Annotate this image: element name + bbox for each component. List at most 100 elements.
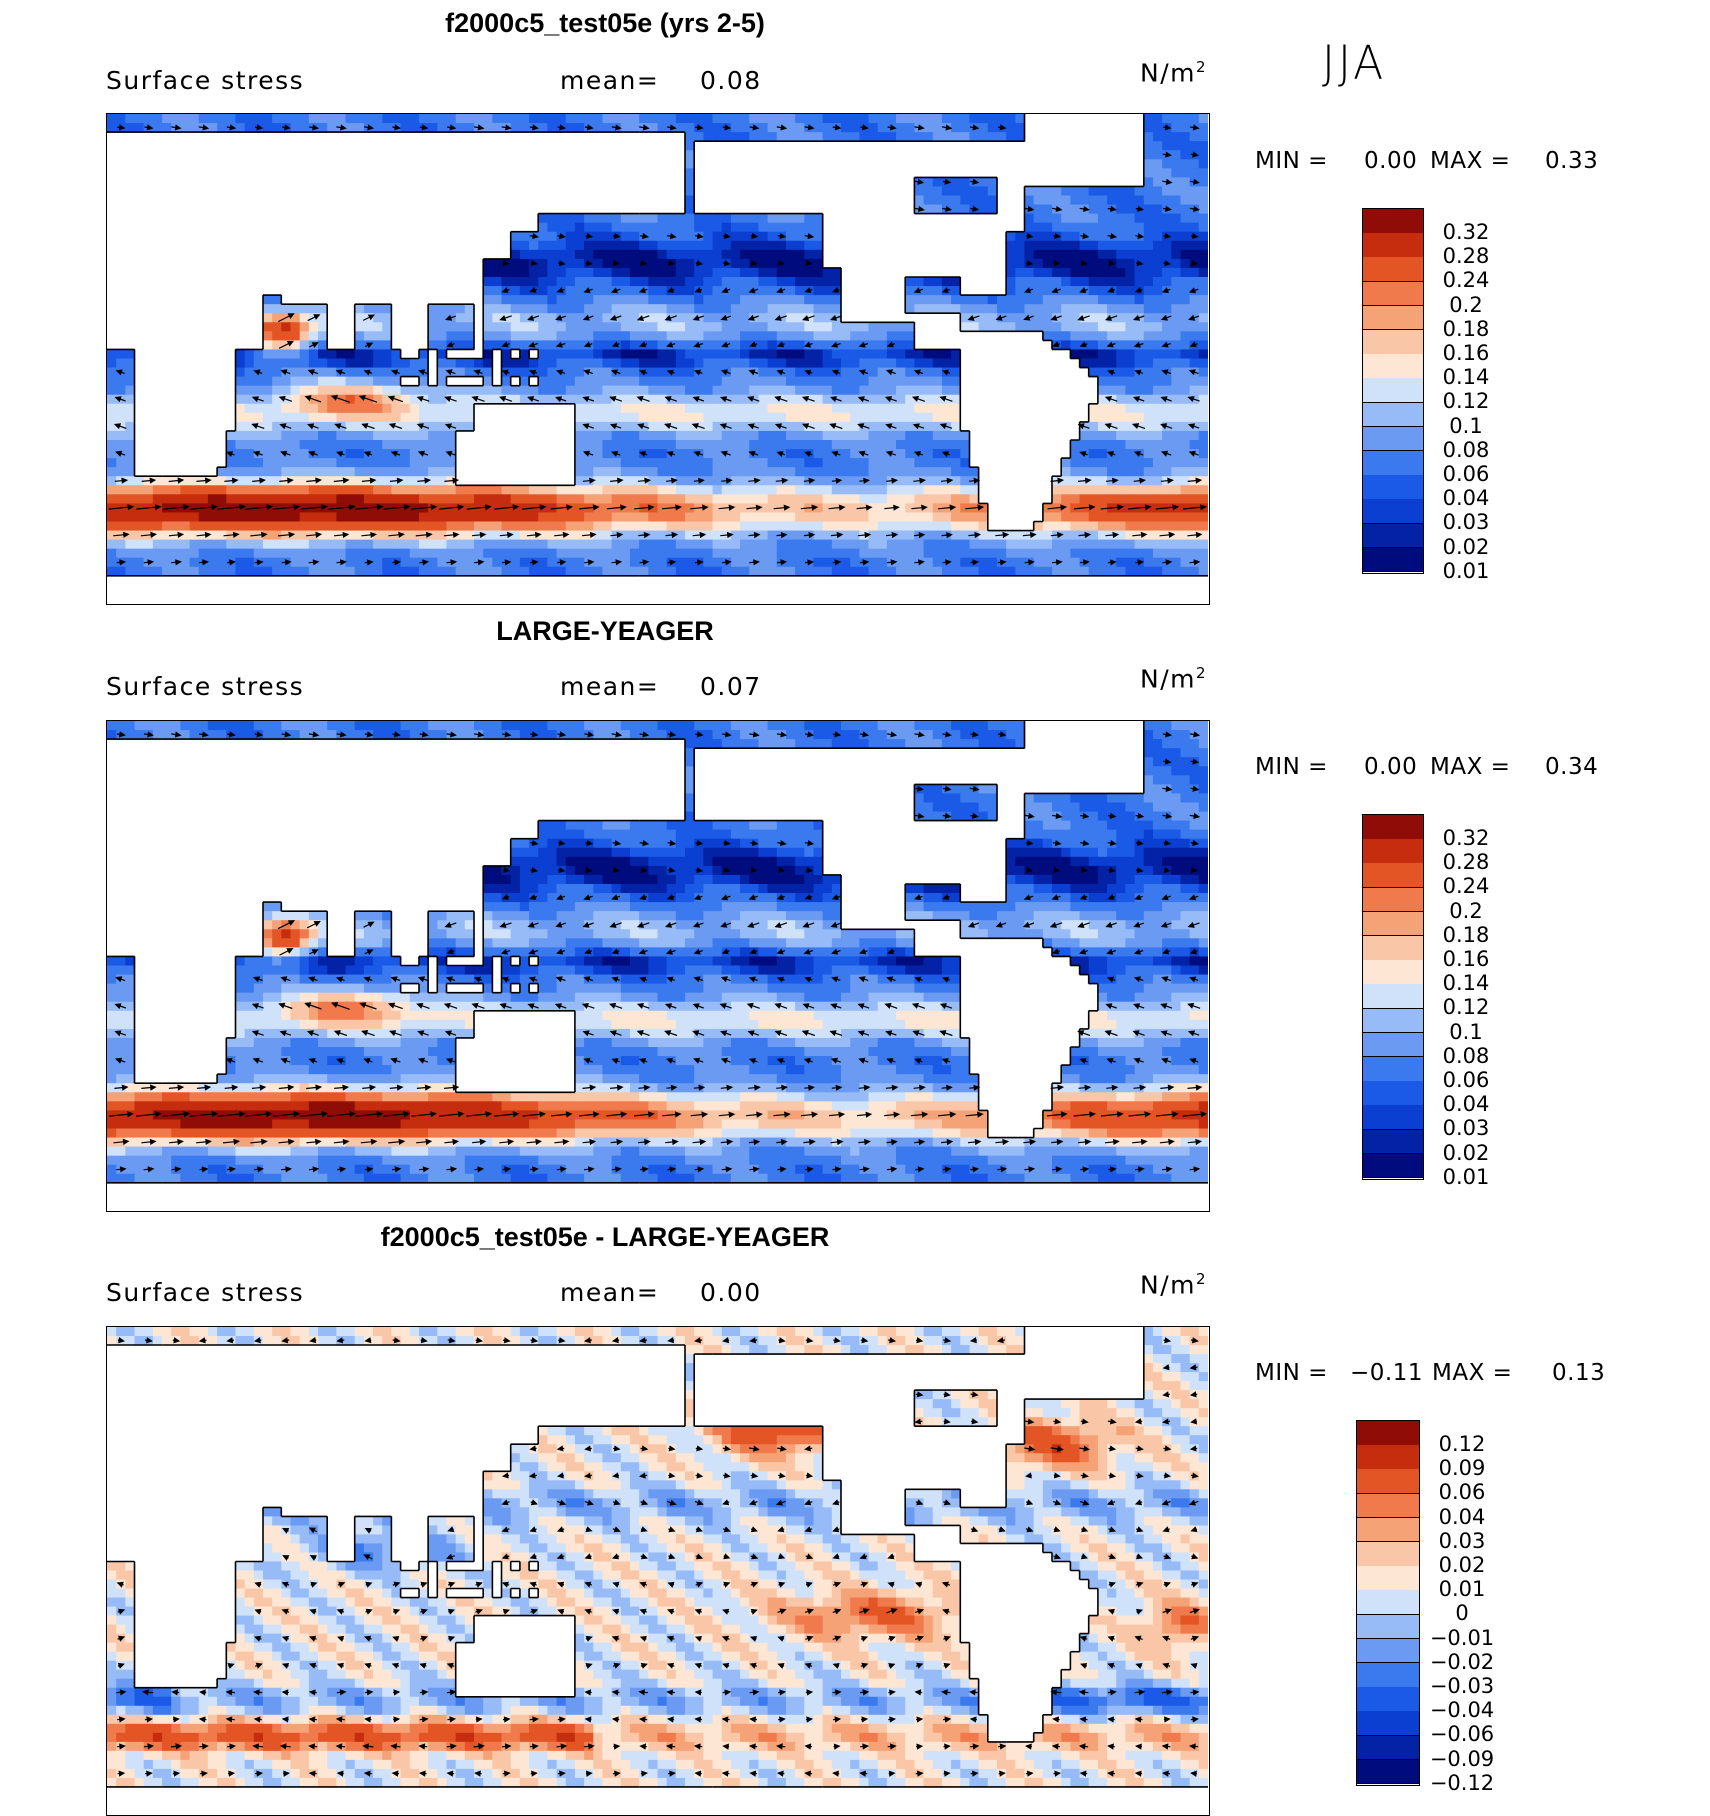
field-cell [749,494,760,504]
field-cell [602,512,613,523]
field-cell [1125,385,1136,396]
field-cell [629,494,640,504]
field-cell [795,467,805,477]
field-cell [409,367,420,378]
field-cell [776,721,787,731]
stress-vector-head [1026,232,1034,240]
field-cell [308,304,319,314]
field-cell [703,412,714,423]
field-cell [1088,258,1099,269]
field-cell [749,548,760,559]
field-cell [1116,331,1127,341]
field-cell [629,530,640,541]
field-cell [712,295,723,305]
field-cell [1152,548,1163,559]
field-cell [244,530,255,541]
field-cell [529,512,539,523]
field-cell [1143,449,1154,459]
field-cell [318,322,328,332]
field-cell [694,440,704,450]
field-cell [602,458,613,468]
field-cell [483,349,493,360]
field-cell [1125,548,1136,559]
stress-vector-head [416,395,424,402]
field-cell [1143,168,1154,178]
field-cell [859,430,870,441]
field-cell [740,258,750,269]
field-cell [914,114,925,124]
field-cell [1152,322,1163,332]
field-cell [776,521,787,532]
stress-vector-head [555,341,563,348]
field-cell [978,295,989,305]
stress-vector-head [858,341,866,348]
field-cell [675,213,686,224]
field-cell [299,476,310,486]
field-cell [1198,123,1208,133]
field-cell [639,385,649,396]
field-cell [180,557,191,568]
field-cell [813,430,824,441]
field-cell [574,222,585,233]
field-cell [547,286,558,296]
field-cell [125,476,136,486]
field-cell [308,358,319,369]
field-cell [1107,512,1117,523]
field-cell [391,458,402,468]
field-cell [675,240,686,251]
field-cell [602,403,613,414]
field-cell [703,331,714,341]
field-cell [822,503,833,514]
field-cell [373,340,383,351]
field-cell [538,295,549,305]
field-cell [1033,557,1044,568]
field-cell [226,114,237,124]
field-cell [850,566,860,577]
field-cell [740,340,750,351]
field-cell [593,123,604,133]
field-cell [712,349,723,360]
field-cell [308,548,319,559]
field-cell [1180,141,1191,151]
field-cell [758,376,769,387]
field-cell [400,358,411,369]
field-cell [1180,721,1191,731]
field-cell [1015,721,1026,731]
field-cell [446,440,457,450]
field-cell [666,331,677,341]
field-cell [373,485,383,495]
field-cell [1180,204,1191,215]
field-cell [162,476,172,486]
field-cell [941,566,952,577]
field-cell [1198,313,1208,323]
field-cell [841,485,851,495]
field-cell [281,721,292,731]
field-cell [538,258,549,269]
field-cell [1143,430,1154,441]
field-cell [712,213,723,224]
field-cell [1198,277,1208,287]
stress-vector-head [669,559,677,566]
stress-vector-head [834,124,842,131]
field-cell [1143,557,1154,568]
field-cell [905,114,916,124]
field-cell [492,304,503,314]
field-cell [795,313,805,323]
field-cell [1189,521,1200,532]
field-cell [987,114,998,124]
field-cell [712,421,723,432]
field-cell [960,430,971,441]
field-cell [1052,485,1062,495]
stress-vector-head [1188,450,1196,457]
field-cell [951,204,961,215]
field-cell [1107,539,1117,550]
field-cell [602,548,613,559]
field-cell [941,277,952,287]
field-cell [382,430,393,441]
field-cell [932,503,943,514]
field-cell [1162,331,1172,341]
field-cell [675,430,686,441]
field-cell [226,548,237,559]
field-cell [841,440,851,450]
field-cell [116,548,126,559]
